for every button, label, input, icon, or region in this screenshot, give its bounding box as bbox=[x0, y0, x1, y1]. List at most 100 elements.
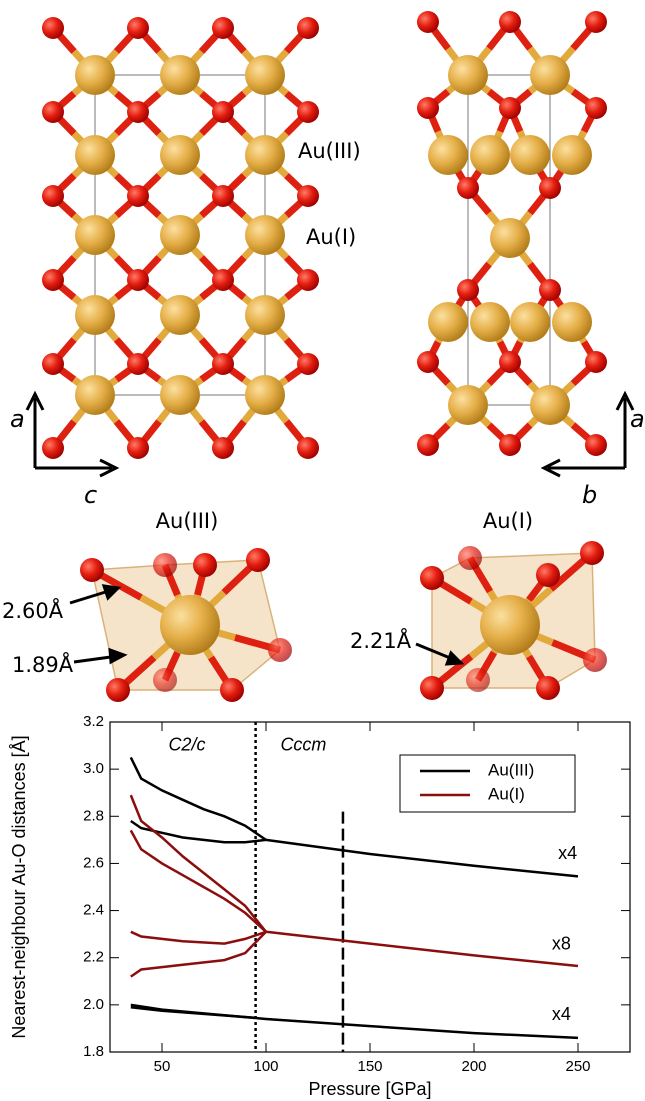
o-atom bbox=[539, 279, 561, 301]
o-atom bbox=[127, 101, 149, 123]
o-atom bbox=[466, 668, 490, 692]
o-atom bbox=[585, 11, 607, 33]
au-atom bbox=[160, 595, 220, 655]
arrow-head bbox=[101, 584, 122, 601]
o-atom bbox=[193, 553, 217, 577]
o-atom bbox=[297, 185, 319, 207]
annotation: x4 bbox=[558, 843, 577, 863]
site-label: Au(I) bbox=[306, 225, 356, 249]
x-tick-label: 100 bbox=[253, 1058, 278, 1075]
o-atom bbox=[268, 638, 292, 662]
au-atom bbox=[530, 385, 570, 425]
au-atom bbox=[160, 135, 200, 175]
au-atom bbox=[245, 135, 285, 175]
series-line bbox=[265, 838, 579, 878]
o-atom bbox=[127, 185, 149, 207]
o-atom bbox=[42, 101, 64, 123]
chart: 1.8 2.0 2.2 2.4 2.6 2.8 3.0 3.2 50 100 150 200 250 Pr… bbox=[9, 713, 631, 1099]
o-atom bbox=[536, 676, 560, 700]
y-tick-label: 2.4 bbox=[83, 902, 104, 919]
au-atom bbox=[530, 55, 570, 95]
annotation: x8 bbox=[552, 934, 571, 954]
au-atom bbox=[552, 302, 592, 342]
o-atom bbox=[499, 434, 521, 456]
au-atom bbox=[75, 55, 115, 95]
site-label: Au(III) bbox=[298, 139, 361, 163]
au-atom bbox=[448, 385, 488, 425]
series-line bbox=[265, 930, 579, 968]
annotation: C2/c bbox=[168, 734, 205, 754]
o-atom bbox=[499, 97, 521, 119]
au-atom bbox=[75, 375, 115, 415]
o-atom bbox=[127, 353, 149, 375]
series-line bbox=[129, 794, 267, 933]
series-line bbox=[130, 1003, 579, 1040]
y-tick-label: 2.2 bbox=[83, 949, 104, 966]
o-atom bbox=[42, 437, 64, 459]
o-atom bbox=[585, 434, 607, 456]
o-atom bbox=[42, 185, 64, 207]
axis-letter: a bbox=[10, 405, 25, 433]
x-tick-label: 200 bbox=[461, 1058, 486, 1075]
y-axis-label: Nearest-neighbour Au-O distances [Å] bbox=[9, 735, 29, 1038]
o-atom bbox=[212, 353, 234, 375]
o-atom bbox=[536, 563, 560, 587]
annotation: Cccm bbox=[280, 734, 326, 754]
bond-arrows bbox=[69, 584, 465, 666]
au-atom bbox=[160, 375, 200, 415]
o-atom bbox=[212, 101, 234, 123]
o-atom bbox=[127, 17, 149, 39]
o-atom bbox=[417, 351, 439, 373]
au-atom bbox=[470, 302, 510, 342]
au-atom bbox=[470, 135, 510, 175]
legend-box bbox=[399, 754, 576, 813]
o-atom bbox=[457, 279, 479, 301]
o-atom bbox=[585, 351, 607, 373]
au-atom bbox=[428, 135, 468, 175]
y-tick-label: 1.8 bbox=[83, 1043, 104, 1060]
series-line bbox=[130, 819, 267, 844]
axis-arrows bbox=[25, 390, 635, 478]
au-atom bbox=[160, 295, 200, 335]
au-atom bbox=[75, 215, 115, 255]
x-tick-label: 50 bbox=[154, 1058, 171, 1075]
o-atom bbox=[585, 97, 607, 119]
y-tick-label: 2.6 bbox=[83, 854, 104, 871]
unit-cell bbox=[467, 74, 551, 406]
o-atom bbox=[457, 177, 479, 199]
au-atom bbox=[160, 55, 200, 95]
o-atom bbox=[580, 541, 604, 565]
o-atom bbox=[42, 353, 64, 375]
o-atom bbox=[212, 17, 234, 39]
o-atom bbox=[297, 353, 319, 375]
legend-label: Au(III) bbox=[488, 760, 534, 779]
o-atom bbox=[297, 101, 319, 123]
atoms bbox=[42, 11, 607, 702]
o-atom bbox=[539, 177, 561, 199]
x-axis-label: Pressure [GPa] bbox=[308, 1079, 431, 1099]
o-atom bbox=[212, 269, 234, 291]
o-atom bbox=[458, 546, 482, 570]
au-atom bbox=[510, 135, 550, 175]
o-atom bbox=[246, 548, 270, 572]
au-atom bbox=[75, 135, 115, 175]
o-atom bbox=[499, 11, 521, 33]
y-tick-label: 2.0 bbox=[83, 996, 104, 1013]
bond-label: 1.89Å bbox=[12, 651, 74, 677]
series-line bbox=[129, 829, 267, 933]
arrow-head bbox=[108, 647, 128, 665]
au-atom bbox=[245, 295, 285, 335]
x-tick-label: 250 bbox=[565, 1058, 590, 1075]
o-atom bbox=[106, 678, 130, 702]
series-line bbox=[130, 1005, 256, 1020]
o-atom bbox=[297, 269, 319, 291]
arrow bbox=[540, 458, 625, 478]
au-atom bbox=[428, 302, 468, 342]
bond-label: 2.21Å bbox=[350, 627, 412, 653]
au-atom bbox=[245, 215, 285, 255]
au-atom bbox=[75, 295, 115, 335]
series-line bbox=[130, 930, 267, 978]
o-atom bbox=[417, 434, 439, 456]
o-atom bbox=[153, 553, 177, 577]
